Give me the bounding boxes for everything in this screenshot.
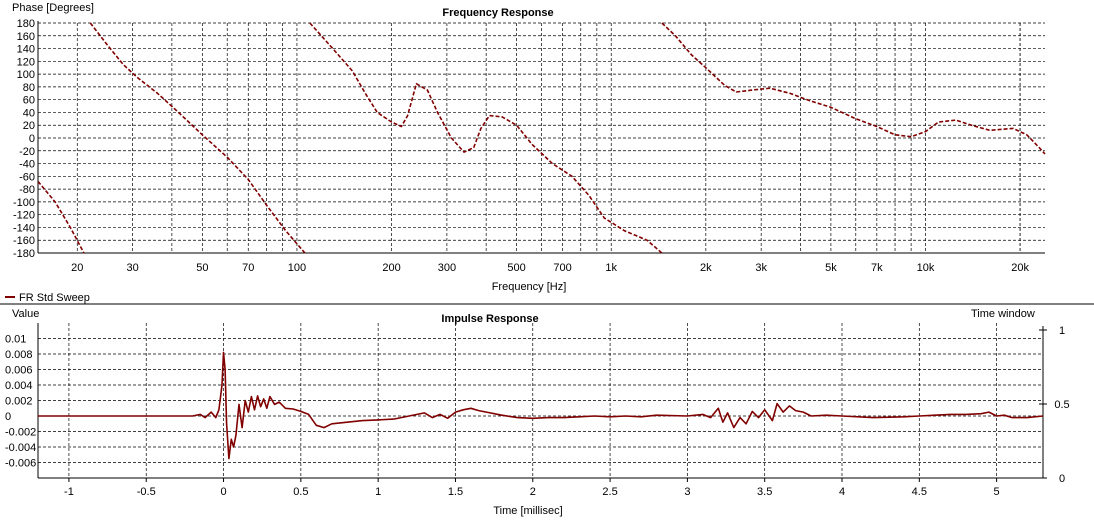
ir-y2-tick-labels: 10.50 bbox=[1039, 325, 1070, 485]
frequency-response-chart: Phase [Degrees] Frequency Response 18016… bbox=[12, 2, 1046, 293]
fr-x-tick-label: 50 bbox=[196, 262, 208, 274]
ir-x-tick-label: 1.5 bbox=[448, 486, 463, 498]
fr-y-tick-label: 160 bbox=[17, 31, 35, 43]
fr-y-tick-label: 0 bbox=[29, 133, 35, 145]
fr-xlabel: Frequency [Hz] bbox=[492, 281, 567, 293]
ir-x-tick-label: 5 bbox=[994, 486, 1000, 498]
ir-y-tick-label: 0.008 bbox=[5, 349, 33, 361]
ir-y2-tick-label: 0.5 bbox=[1054, 399, 1069, 411]
fr-x-tick-label: 70 bbox=[242, 262, 254, 274]
ir-x-tick-label: -0.5 bbox=[137, 486, 156, 498]
fr-x-tick-label: 3k bbox=[755, 262, 767, 274]
ir-x-tick-label: 2 bbox=[530, 486, 536, 498]
ir-x-tick-label: 4.5 bbox=[912, 486, 927, 498]
fr-x-tick-label: 10k bbox=[917, 262, 935, 274]
fr-x-tick-label: 300 bbox=[438, 262, 456, 274]
fr-x-tick-label: 100 bbox=[288, 262, 306, 274]
ir-series bbox=[38, 351, 1044, 460]
ir-y-tick-label: -0.002 bbox=[5, 427, 36, 439]
ir-title: Impulse Response bbox=[441, 313, 538, 325]
fr-y-tick-label: -80 bbox=[19, 184, 35, 196]
ir-xlabel: Time [millisec] bbox=[493, 505, 562, 517]
ir-y-tick-label: -0.004 bbox=[5, 442, 36, 454]
fr-y-tick-label: -60 bbox=[19, 171, 35, 183]
fr-y-tick-label: -180 bbox=[13, 248, 35, 260]
fr-series-line bbox=[37, 180, 85, 254]
ir-x-tick-label: -1 bbox=[64, 486, 74, 498]
fr-series bbox=[37, 22, 1046, 254]
fr-y-tick-label: 40 bbox=[23, 107, 35, 119]
fr-x-tick-label: 700 bbox=[553, 262, 571, 274]
ir-y-tick-label: 0.002 bbox=[5, 396, 33, 408]
fr-x-tick-label: 1k bbox=[605, 262, 617, 274]
fr-ylabel: Phase [Degrees] bbox=[12, 2, 94, 14]
ir-x-tick-label: 3.5 bbox=[757, 486, 772, 498]
fr-grid bbox=[37, 21, 1045, 254]
fr-x-tick-label: 7k bbox=[871, 262, 883, 274]
fr-y-tick-label: 60 bbox=[23, 95, 35, 107]
fr-series-line bbox=[309, 22, 663, 254]
fr-y-tick-label: 20 bbox=[23, 120, 35, 132]
fr-y-tick-label: -100 bbox=[13, 197, 35, 209]
fr-y-tick-label: 180 bbox=[17, 18, 35, 30]
ir-y-tick-label: 0.01 bbox=[5, 334, 26, 346]
fr-x-tick-label: 20 bbox=[71, 262, 83, 274]
ir-series-line bbox=[38, 351, 1044, 460]
fr-x-tick-label: 2k bbox=[700, 262, 712, 274]
ir-x-tick-label: 3 bbox=[684, 486, 690, 498]
ir-y-tick-label: 0.006 bbox=[5, 365, 33, 377]
ir-y-tick-label: -0.006 bbox=[5, 458, 36, 470]
ir-y2label: Time window bbox=[971, 308, 1035, 320]
fr-y-tick-labels: 180160140120100806040200-20-40-60-80-100… bbox=[13, 18, 35, 260]
fr-x-tick-labels: 20 30 50 70 100 200 300 500 700 1k 2k 3k 5k 7k 10k 20k bbox=[71, 262, 1029, 274]
fr-y-tick-label: 140 bbox=[17, 44, 35, 56]
fr-y-tick-label: 100 bbox=[17, 69, 35, 81]
ir-x-tick-label: 1 bbox=[375, 486, 381, 498]
ir-y-tick-labels: 0.01 0.008 0.006 0.004 0.002 0 -0.002 -0.004 -0.… bbox=[5, 334, 36, 470]
fr-y-tick-label: 80 bbox=[23, 82, 35, 94]
ir-y2-tick-label: 0 bbox=[1059, 473, 1065, 485]
ir-ylabel: Value bbox=[12, 308, 39, 320]
ir-x-tick-label: 4 bbox=[839, 486, 845, 498]
legend-entry: FR Std Sweep bbox=[19, 292, 90, 304]
legend: FR Std Sweep bbox=[5, 292, 90, 304]
fr-x-tick-label: 200 bbox=[382, 262, 400, 274]
ir-y2-tick-label: 1 bbox=[1059, 325, 1065, 337]
ir-grid bbox=[37, 323, 1044, 482]
fr-series-line bbox=[661, 22, 1046, 155]
fr-x-tick-label: 5k bbox=[825, 262, 837, 274]
fr-y-tick-label: -160 bbox=[13, 235, 35, 247]
ir-y-tick-label: 0 bbox=[5, 411, 11, 423]
fr-y-tick-label: -120 bbox=[13, 210, 35, 222]
fr-x-tick-label: 20k bbox=[1011, 262, 1029, 274]
impulse-response-chart: Value Impulse Response Time window 0.010… bbox=[5, 308, 1070, 517]
fr-y-tick-label: -20 bbox=[19, 146, 35, 158]
fr-y-tick-label: -40 bbox=[19, 159, 35, 171]
fr-series-line bbox=[89, 22, 306, 254]
fr-x-tick-label: 500 bbox=[507, 262, 525, 274]
ir-x-tick-label: 0.5 bbox=[293, 486, 308, 498]
ir-x-tick-label: 0 bbox=[220, 486, 226, 498]
fr-y-tick-label: 120 bbox=[17, 56, 35, 68]
ir-x-tick-labels: -1 -0.5 0 0.5 1 1.5 2 2.5 3 3.5 4 4.5 5 bbox=[64, 486, 1000, 498]
fr-x-tick-label: 30 bbox=[126, 262, 138, 274]
fr-title: Frequency Response bbox=[442, 7, 553, 19]
ir-y-tick-label: 0.004 bbox=[5, 380, 33, 392]
ir-x-tick-label: 2.5 bbox=[602, 486, 617, 498]
fr-y-tick-label: -140 bbox=[13, 222, 35, 234]
